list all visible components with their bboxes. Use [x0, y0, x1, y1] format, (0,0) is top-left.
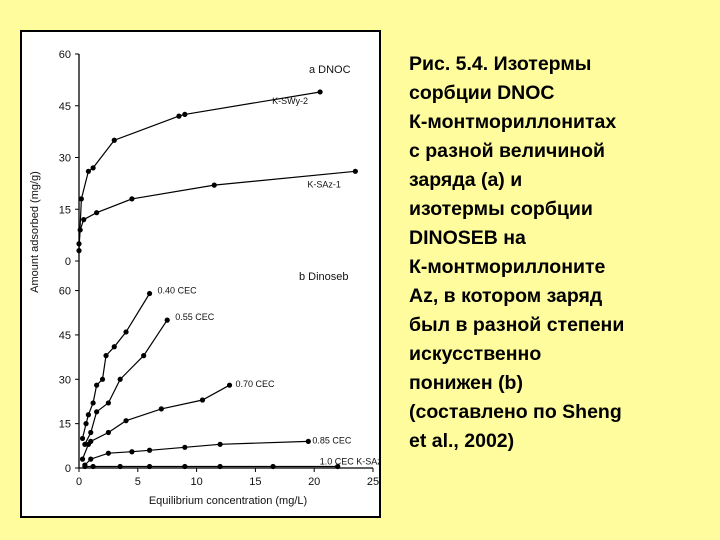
data-point — [77, 227, 83, 233]
data-point — [129, 449, 135, 455]
data-point — [90, 165, 96, 171]
x-tick-label: 5 — [135, 476, 141, 488]
data-point — [317, 89, 323, 95]
caption-line: был в разной степени — [409, 314, 625, 336]
panel-label: a DNOC — [309, 64, 351, 76]
data-point — [94, 382, 100, 388]
y-tick-label: 15 — [59, 204, 71, 216]
data-point — [146, 447, 153, 453]
data-point — [79, 456, 86, 462]
data-point — [211, 182, 217, 188]
caption-line: с разной величиной — [409, 140, 605, 162]
data-point — [85, 168, 92, 174]
series-label: 0.70 CEC — [236, 379, 276, 389]
data-point — [146, 290, 153, 297]
data-point — [105, 450, 111, 456]
data-point — [103, 353, 109, 359]
data-point — [182, 111, 188, 117]
caption-line: К-монтмориллоните — [409, 256, 606, 278]
caption-line: сорбции DNOC — [409, 82, 555, 104]
x-tick-label: 15 — [249, 476, 261, 488]
data-point — [81, 217, 87, 223]
data-point — [85, 412, 92, 418]
y-tick-label: 45 — [59, 330, 71, 342]
data-point — [129, 196, 135, 202]
data-point — [305, 438, 311, 444]
data-point — [105, 429, 111, 436]
figure-caption: Рис. 5.4. Изотермы сорбции DNOC К-монтмо… — [409, 50, 709, 456]
isotherm-chart: 0 15 30 45 60 a DNOC K-SWy-2 K-SAz-1 0 15 30 45 60 b … — [29, 49, 379, 507]
series-line — [81, 293, 151, 439]
y-axis-title: Amount adsorbed (mg/g) — [29, 171, 41, 293]
y-tick-label: 30 — [59, 374, 71, 386]
data-point — [111, 344, 117, 350]
data-point — [76, 248, 82, 254]
y-tick-label: 30 — [59, 153, 71, 165]
series-label: 0.85 CEC — [312, 435, 352, 445]
caption-line: искусственно — [409, 343, 542, 365]
data-point — [141, 353, 147, 359]
data-point — [88, 456, 94, 462]
x-tick-label: 10 — [190, 476, 202, 488]
y-tick-label: 15 — [59, 419, 71, 431]
series-line — [81, 384, 230, 460]
data-point — [79, 435, 86, 442]
caption-line: понижен (b) — [409, 372, 523, 394]
data-point — [76, 241, 82, 247]
series-line — [84, 319, 168, 445]
data-point — [99, 376, 106, 382]
x-axis-title: Equilibrium concentration (mg/L) — [149, 495, 307, 507]
x-tick-label: 20 — [308, 476, 320, 488]
panel-label: b Dinoseb — [299, 271, 349, 283]
data-point — [117, 376, 123, 382]
caption-line: К-монтмориллонитах — [409, 111, 617, 133]
data-point — [90, 400, 96, 406]
data-point — [226, 382, 233, 388]
data-point — [158, 406, 164, 412]
data-point — [164, 317, 170, 323]
caption-line: (составлено по Sheng — [409, 401, 622, 423]
caption-line: Рис. 5.4. Изотермы — [409, 53, 592, 75]
y-tick-label: 60 — [59, 49, 71, 61]
y-tick-label: 60 — [59, 286, 71, 298]
caption-line: Az, в котором заряд — [409, 285, 603, 307]
y-tick-label: 0 — [65, 463, 71, 475]
series-label: K-SWy-2 — [272, 96, 308, 106]
data-point — [111, 137, 117, 143]
caption-line: заряда (а) и — [409, 169, 523, 191]
series-label: 0.40 CEC — [158, 286, 198, 296]
caption-line: изотермы сорбции — [409, 198, 593, 220]
data-point — [123, 418, 129, 424]
series-line — [78, 91, 321, 251]
data-point — [88, 438, 94, 444]
series-label: 1.0 CEC K-SAz-1 — [320, 457, 379, 467]
data-point — [182, 444, 188, 450]
caption-line: et al., 2002) — [409, 430, 515, 452]
series-label: 0.55 CEC — [175, 312, 215, 322]
sorption-isotherm-figure: 0 15 30 45 60 a DNOC K-SWy-2 K-SAz-1 0 15 30 45 60 b … — [20, 30, 381, 518]
series-line — [84, 440, 309, 466]
data-point — [352, 168, 358, 174]
data-point — [83, 421, 89, 427]
data-point — [88, 429, 94, 436]
series-label: K-SAz-1 — [307, 179, 341, 189]
caption-line: DINOSEB на — [409, 227, 526, 249]
data-point — [94, 210, 100, 216]
data-point — [176, 113, 182, 119]
x-tick-label: 0 — [76, 476, 82, 488]
x-tick-label: 25 — [367, 476, 379, 488]
data-point — [217, 441, 223, 447]
data-point — [199, 397, 206, 403]
data-point — [78, 196, 84, 202]
data-point — [94, 409, 100, 415]
data-point — [123, 329, 129, 335]
data-point — [105, 400, 111, 406]
y-tick-label: 45 — [59, 101, 71, 113]
y-tick-label: 0 — [65, 256, 71, 268]
